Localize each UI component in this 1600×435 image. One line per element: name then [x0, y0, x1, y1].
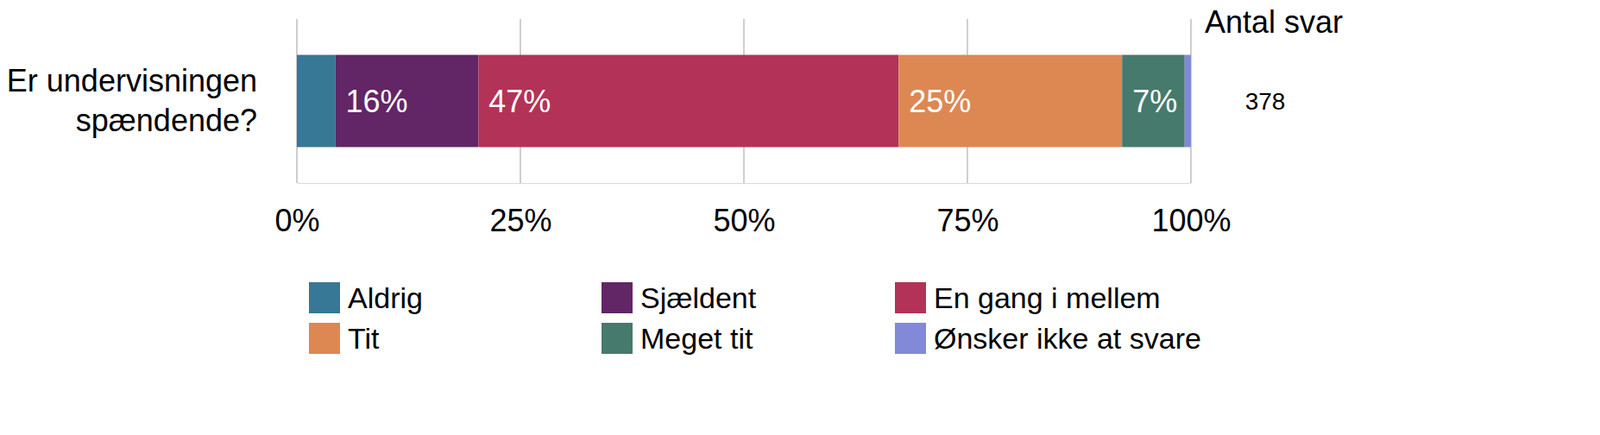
bar-segment — [1184, 55, 1191, 148]
legend-item: Ønsker ikke at svare — [894, 321, 1202, 355]
data-label: 47% — [488, 83, 551, 120]
tick: 0% — [274, 182, 320, 239]
legend-item: Tit — [308, 321, 380, 355]
data-label: 7% — [1132, 83, 1178, 120]
legend-swatch — [894, 322, 926, 354]
grid — [296, 18, 1191, 183]
bar-segment — [296, 55, 336, 148]
legend-label: En gang i mellem — [933, 281, 1161, 315]
legend-item: En gang i mellem — [894, 281, 1161, 315]
legend-item: Aldrig — [308, 281, 423, 315]
axis-line — [297, 182, 1192, 184]
category-label: Er undervisningenspændende? — [6, 62, 258, 139]
tick-label: 100% — [1151, 202, 1231, 239]
legend-swatch — [894, 282, 926, 314]
tick: 50% — [712, 182, 775, 239]
legend-item: Sjældent — [601, 281, 757, 315]
bar-segment — [478, 55, 899, 148]
tick-label: 0% — [274, 202, 320, 239]
bars — [296, 55, 1191, 148]
count: 378 — [1245, 88, 1286, 115]
bar-segment — [1121, 55, 1185, 148]
x-axis: 0% 25% 50% 75% 100% — [274, 182, 1231, 239]
data-label: 16% — [346, 83, 409, 120]
data-labels: 16% 47% 25% 7% — [346, 83, 1178, 120]
bar-segment — [335, 55, 479, 148]
legend-label: Aldrig — [347, 281, 423, 315]
legend-item: Meget tit — [601, 321, 754, 355]
legend-label: Ønsker ikke at svare — [933, 321, 1202, 355]
legend-swatch — [308, 282, 341, 314]
data-label: 25% — [908, 83, 971, 120]
tick: 75% — [936, 182, 999, 239]
legend: Aldrig Sjældent En gang i mellem Tit Meget t… — [308, 281, 1202, 355]
legend-label: Tit — [347, 321, 380, 355]
tick: 100% — [1151, 182, 1231, 239]
bar-segment — [898, 55, 1122, 148]
legend-label: Meget tit — [640, 321, 754, 355]
tick: 25% — [489, 182, 552, 239]
tick-label: 75% — [936, 202, 999, 239]
legend-swatch — [601, 282, 633, 314]
legend-swatch — [308, 322, 341, 354]
legend-label: Sjældent — [640, 281, 757, 315]
legend-swatch — [601, 322, 633, 354]
tick-label: 50% — [712, 202, 775, 239]
count-header: Antal svar — [1204, 4, 1343, 40]
chart: 0% 25% 50% 75% 100% 16% 47% 25% 7% Er undervisnin… — [0, 0, 1600, 435]
tick-label: 25% — [489, 202, 552, 239]
